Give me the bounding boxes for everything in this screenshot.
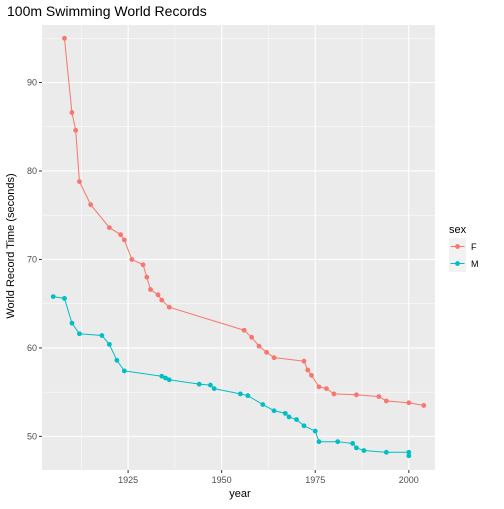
- data-point-F: [106, 225, 112, 230]
- series-M: [50, 294, 412, 459]
- data-point-F: [354, 392, 359, 398]
- data-point-F: [140, 262, 146, 268]
- data-point-F: [62, 35, 67, 41]
- data-point-M: [361, 448, 367, 453]
- data-point-F: [324, 386, 329, 392]
- data-point-F: [421, 403, 427, 408]
- data-point-F: [144, 274, 150, 280]
- data-point-M: [121, 368, 127, 374]
- chart-title: 100m Swimming World Records: [7, 3, 207, 19]
- data-point-M: [69, 320, 75, 326]
- data-point-F: [383, 398, 389, 404]
- data-point-F: [129, 257, 135, 262]
- data-point-M: [211, 386, 217, 392]
- data-point-F: [305, 367, 311, 373]
- data-point-F: [118, 232, 123, 238]
- data-point-M: [335, 439, 341, 445]
- data-point-M: [245, 393, 251, 399]
- data-point-F: [69, 110, 75, 115]
- data-point-M: [354, 445, 359, 451]
- data-point-M: [301, 423, 307, 429]
- data-point-F: [316, 384, 322, 390]
- data-point-F: [155, 292, 161, 298]
- data-point-M: [106, 341, 112, 347]
- data-point-M: [260, 402, 266, 407]
- data-point-F: [121, 237, 127, 243]
- x-tick-label: 1925: [118, 475, 138, 485]
- data-point-M: [286, 414, 292, 420]
- data-point-F: [309, 372, 314, 378]
- legend-title: sex: [449, 224, 467, 236]
- y-tick-label: 50: [27, 431, 37, 441]
- series-F: [62, 35, 427, 408]
- data-point-M: [114, 357, 120, 363]
- legend-key-point: [455, 261, 460, 266]
- data-point-M: [350, 441, 356, 446]
- data-point-M: [383, 449, 389, 455]
- legend-key-point: [455, 244, 460, 249]
- y-tick-label: 60: [27, 343, 37, 353]
- legend: sex FM: [449, 224, 479, 272]
- data-point-M: [163, 375, 168, 381]
- series-layer: [50, 35, 427, 459]
- data-point-M: [99, 333, 105, 338]
- x-axis: 1925 1950 1975 2000: [118, 470, 419, 485]
- data-point-M: [237, 391, 243, 397]
- data-point-M: [294, 417, 299, 422]
- data-point-M: [271, 408, 277, 414]
- data-point-F: [148, 287, 153, 292]
- plot-panel: [42, 25, 435, 470]
- data-point-M: [166, 377, 172, 383]
- y-tick-label: 90: [27, 78, 37, 88]
- data-point-M: [196, 381, 202, 387]
- data-point-M: [62, 295, 67, 301]
- data-point-M: [159, 373, 165, 379]
- data-point-F: [406, 400, 412, 406]
- data-point-F: [256, 343, 262, 349]
- x-tick-label: 2000: [399, 475, 419, 485]
- major-grid: [42, 25, 435, 470]
- data-point-F: [331, 391, 337, 397]
- y-axis: 50 60 70 80 90: [27, 78, 42, 441]
- minor-grid: [42, 25, 435, 470]
- data-point-F: [241, 327, 247, 333]
- legend-item-F: F: [449, 238, 477, 255]
- data-point-M: [50, 294, 56, 300]
- x-axis-label: year: [229, 488, 251, 500]
- data-point-M: [312, 428, 318, 434]
- y-tick-label: 70: [27, 254, 37, 264]
- data-point-F: [73, 127, 79, 133]
- data-point-M: [77, 331, 82, 337]
- data-point-M: [208, 382, 213, 388]
- data-point-F: [376, 394, 382, 399]
- data-point-F: [88, 202, 94, 207]
- legend-label: M: [471, 259, 479, 269]
- legend-item-M: M: [449, 255, 479, 272]
- data-point-M: [406, 449, 412, 455]
- x-tick-label: 1950: [212, 475, 232, 485]
- data-point-F: [166, 304, 172, 310]
- y-tick-label: 80: [27, 166, 37, 176]
- data-point-F: [264, 349, 269, 355]
- data-point-F: [271, 355, 277, 361]
- y-axis-label: World Record Time (seconds): [5, 173, 17, 318]
- data-point-M: [282, 410, 288, 416]
- legend-label: F: [471, 242, 477, 252]
- data-point-F: [159, 297, 165, 303]
- x-tick-label: 1975: [305, 475, 325, 485]
- data-point-F: [249, 334, 255, 340]
- data-point-M: [406, 453, 412, 459]
- data-point-M: [316, 439, 322, 445]
- data-point-F: [301, 358, 307, 364]
- data-point-F: [77, 179, 82, 184]
